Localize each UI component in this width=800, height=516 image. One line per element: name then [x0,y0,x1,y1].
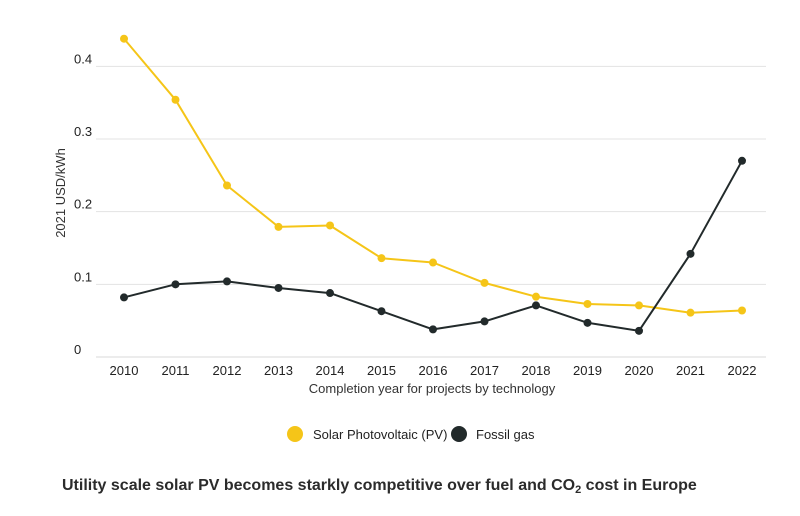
series-layer [120,34,746,335]
x-tick-label: 2020 [625,363,654,378]
series-line [123,160,743,332]
data-point [583,299,592,308]
x-tick-label: 2016 [419,363,448,378]
data-point [635,301,643,310]
data-point [583,318,592,327]
x-tick-label: 2018 [522,363,551,378]
x-tick-label: 2014 [316,363,345,378]
x-tick-label: 2022 [728,363,757,378]
y-axis-title: 2021 USD/kWh [53,148,68,238]
data-point [480,317,489,326]
data-point [532,301,540,310]
data-point [686,249,695,258]
data-point [120,34,128,43]
data-point [274,222,283,231]
x-axis: 2010 2011 2012 2013 2014 2015 2016 2017 2018 2019… [110,363,757,378]
data-point [429,258,437,267]
legend-item: Fossil gas [451,426,535,442]
x-axis-title: Completion year for projects by technolo… [309,381,556,396]
y-tick-label: 0.2 [74,197,92,212]
data-point [377,307,386,316]
caption-subscript: 2 [575,484,582,496]
caption-text-before: Utility scale solar PV becomes starkly c… [62,477,576,494]
x-tick-label: 2011 [162,363,190,378]
data-point [223,181,231,190]
x-tick-label: 2021 [676,363,705,378]
data-point [738,156,746,165]
x-tick-label: 2010 [110,363,139,378]
data-point [326,289,334,298]
y-tick-label: 0 [74,342,81,357]
y-axis: 0 0.1 0.2 0.3 0.4 [74,51,92,357]
data-point [171,95,180,104]
legend-marker [287,426,303,442]
data-point [429,325,437,334]
data-point [326,221,334,230]
chart-caption: Utility scale solar PV becomes starkly c… [62,477,697,496]
series-line [123,38,743,314]
data-point [480,278,489,287]
data-point [171,280,180,289]
legend-label: Fossil gas [476,427,535,442]
caption-text-after: cost in Europe [581,477,697,494]
legend-item: Solar Photovoltaic (PV) [287,426,447,442]
x-tick-label: 2012 [213,363,242,378]
data-point [635,326,643,335]
y-tick-label: 0.3 [74,124,92,139]
y-tick-label: 0.1 [74,269,92,284]
x-tick-label: 2013 [264,363,293,378]
x-tick-label: 2019 [573,363,602,378]
data-point [120,293,128,302]
y-tick-label: 0.4 [74,51,92,66]
x-tick-label: 2015 [367,363,396,378]
x-tick-label: 2017 [470,363,499,378]
series-fossil-gas [120,156,746,335]
data-point [686,308,695,317]
data-point [223,277,231,286]
series-solar-pv [120,34,746,317]
data-point [738,306,746,315]
data-point [532,292,540,301]
legend-label: Solar Photovoltaic (PV) [313,427,447,442]
data-point [377,254,386,263]
data-point [274,283,283,292]
legend-marker [451,426,467,442]
legend: Solar Photovoltaic (PV) Fossil gas [287,426,535,442]
gridlines [96,65,766,358]
